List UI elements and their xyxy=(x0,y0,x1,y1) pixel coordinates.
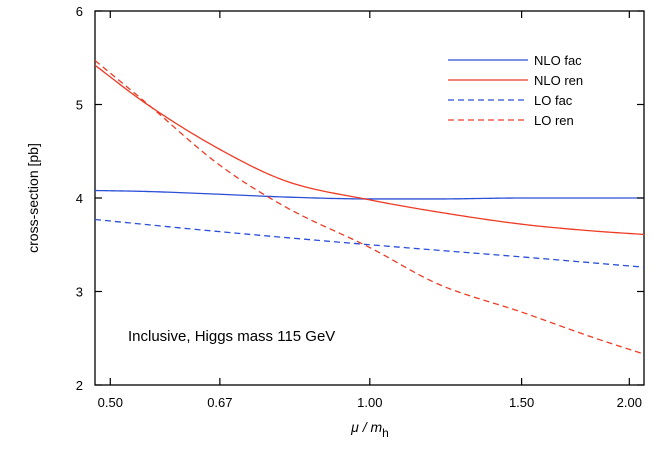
legend-label-lo-ren: LO ren xyxy=(534,113,574,128)
y-axis: 2 3 4 5 6 xyxy=(76,4,644,393)
chart-annotation: Inclusive, Higgs mass 115 GeV xyxy=(128,328,335,345)
x-tick-label: 2.00 xyxy=(617,395,642,410)
y-tick-label: 5 xyxy=(76,98,83,113)
series-line-lo-ren xyxy=(94,60,645,355)
x-tick-label: 1.00 xyxy=(357,395,382,410)
series-layer xyxy=(94,60,645,355)
legend-label-nlo-ren: NLO ren xyxy=(534,73,583,88)
legend: NLO fac NLO ren LO fac LO ren xyxy=(448,53,583,128)
y-axis-title: cross-section [pb] xyxy=(25,143,41,253)
legend-label-nlo-fac: NLO fac xyxy=(534,53,582,68)
y-tick-label: 4 xyxy=(76,191,83,206)
series-line-nlo-ren xyxy=(94,64,645,236)
x-axis-title-main: μ / m xyxy=(350,419,382,435)
x-tick-label: 1.50 xyxy=(509,395,534,410)
legend-label-lo-fac: LO fac xyxy=(534,93,573,108)
series-line-lo-fac xyxy=(94,218,645,268)
x-axis: 0.50 0.67 1.00 1.50 2.00 xyxy=(98,11,642,410)
x-axis-title-subscript: h xyxy=(382,426,389,440)
series-line-nlo-fac xyxy=(94,189,644,200)
y-tick-label: 3 xyxy=(76,285,83,300)
y-tick-label: 6 xyxy=(76,4,83,19)
y-tick-label: 2 xyxy=(76,378,83,393)
x-tick-label: 0.50 xyxy=(98,395,123,410)
x-tick-label: 0.67 xyxy=(207,395,232,410)
x-axis-title: μ / mh xyxy=(350,419,389,440)
